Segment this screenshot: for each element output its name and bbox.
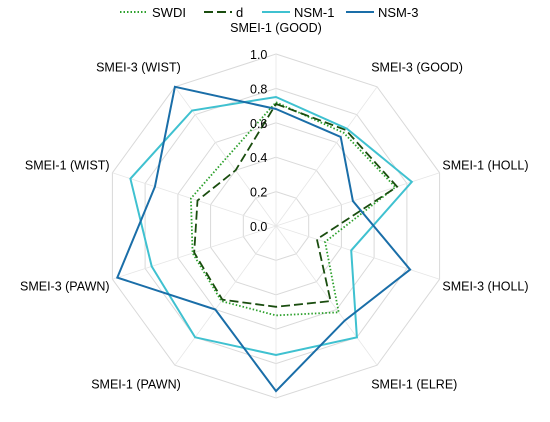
category-label: SMEI-1 (WIST)	[25, 158, 110, 172]
legend-label: NSM-1	[294, 5, 334, 20]
radar-ticks: 0.0 0.2 0.4 0.6 0.8 1.0	[250, 48, 267, 234]
tick-label: 0.8	[250, 82, 267, 96]
tick-label: 0.2	[250, 186, 267, 200]
category-label: SMEI-1 (PAWN)	[91, 378, 181, 392]
category-label: SMEI-3 (GOOD)	[371, 60, 463, 74]
legend-label: d	[236, 5, 243, 20]
category-label: SMEI-3 (HOLL)	[442, 280, 528, 294]
radar-series	[115, 85, 414, 393]
grid-spoke	[275, 172, 440, 227]
legend-label: SWDI	[152, 5, 186, 20]
grid-spoke	[275, 225, 378, 366]
category-label: SMEI-1 (ELRE)	[371, 378, 457, 392]
radar-category-labels: SMEI-1 (GOOD) SMEI-3 (GOOD) SMEI-1 (HOLL) S…	[20, 21, 529, 422]
series-line-d	[193, 102, 399, 308]
tick-label: 0.6	[250, 117, 267, 131]
grid-spoke	[174, 225, 277, 366]
tick-label: 0.4	[250, 151, 267, 165]
series-line-nsm-3	[115, 85, 412, 393]
category-label: SMEI-1 (HOLL)	[442, 158, 528, 172]
grid-spoke	[275, 86, 378, 227]
chart-legend: SWDI d NSM-1 NSM-3	[120, 5, 418, 20]
category-label: SMEI-3 (WIST)	[96, 60, 181, 74]
tick-label: 0.0	[250, 220, 267, 234]
legend-label: NSM-3	[378, 5, 418, 20]
series-line-nsm-1	[129, 95, 414, 357]
grid-spoke	[112, 172, 277, 227]
category-label: SMEI-1 (GOOD)	[230, 21, 322, 35]
grid-spoke	[275, 225, 440, 280]
tick-label: 1.0	[250, 48, 267, 62]
category-label: SMEI-3 (PAWN)	[20, 280, 110, 294]
